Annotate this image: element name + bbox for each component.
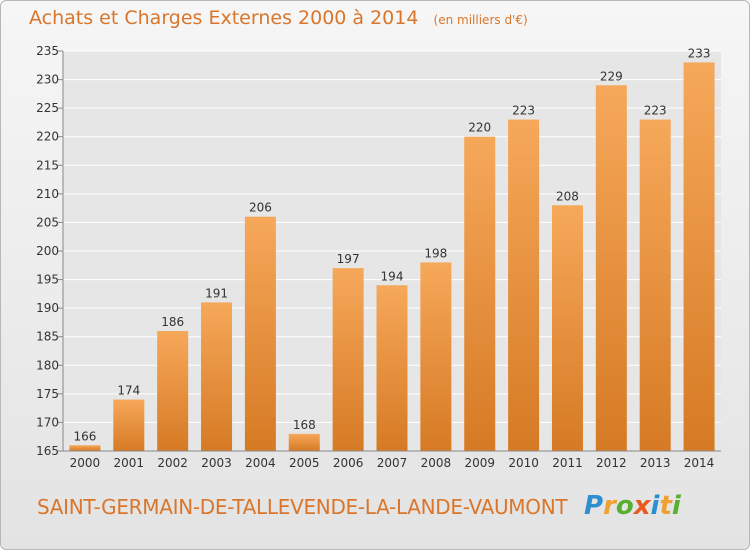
y-tick-label: 225 xyxy=(36,101,59,115)
logo-letter: P xyxy=(584,491,604,521)
y-tick-label: 215 xyxy=(36,158,59,172)
x-tick-label: 2000 xyxy=(70,456,101,470)
axes: 165 170 175 180 185 190 195 200 205 210 215 220 225 2… xyxy=(36,44,721,470)
data-label: 168 xyxy=(293,418,316,432)
bar xyxy=(288,433,320,451)
y-tick-label: 230 xyxy=(36,73,59,87)
x-tick-label: 2005 xyxy=(289,456,320,470)
x-tick-label: 2011 xyxy=(552,456,583,470)
y-tick-label: 190 xyxy=(36,301,59,315)
logo-letter: t xyxy=(659,491,672,521)
bar xyxy=(69,445,101,451)
data-label: 223 xyxy=(644,104,667,118)
data-label: 198 xyxy=(424,246,447,260)
x-tick-label: 2001 xyxy=(114,456,145,470)
data-label: 229 xyxy=(600,69,623,83)
x-tick-label: 2010 xyxy=(508,456,539,470)
logo-letter: i xyxy=(650,491,660,521)
data-label: 191 xyxy=(205,286,228,300)
logo-letter: x xyxy=(633,491,651,521)
x-tick-label: 2004 xyxy=(245,456,276,470)
bar xyxy=(420,262,452,451)
y-tick-label: 175 xyxy=(36,387,59,401)
logo-letter: r xyxy=(603,491,616,521)
data-label: 166 xyxy=(73,429,96,443)
footer: SAINT-GERMAIN-DE-TALLEVENDE-LA-LANDE-VAU… xyxy=(1,491,749,531)
bar xyxy=(244,216,276,451)
bar xyxy=(639,119,671,452)
x-tick-label: 2002 xyxy=(157,456,188,470)
x-tick-label: 2007 xyxy=(377,456,408,470)
bars: 166 174 186 191 206 168 197 194 198 220 223 208 229 2… xyxy=(69,46,715,452)
data-label: 206 xyxy=(249,201,272,215)
y-tick-label: 170 xyxy=(36,415,59,429)
proxiti-logo: Proxiti xyxy=(584,491,681,521)
logo-letter: o xyxy=(615,491,634,521)
y-tick-label: 210 xyxy=(36,187,59,201)
data-label: 233 xyxy=(688,46,711,60)
data-label: 194 xyxy=(381,269,404,283)
bar-chart: 166 174 186 191 206 168 197 194 198 220 223 208 229 2… xyxy=(36,44,721,470)
y-tick-label: 180 xyxy=(36,358,59,372)
y-tick-label: 200 xyxy=(36,244,59,258)
x-tick-label: 2003 xyxy=(201,456,232,470)
bar xyxy=(595,85,627,452)
x-tick-label: 2008 xyxy=(421,456,452,470)
data-label: 220 xyxy=(468,121,491,135)
data-label: 208 xyxy=(556,189,579,203)
x-tick-label: 2012 xyxy=(596,456,627,470)
x-tick-label: 2014 xyxy=(684,456,715,470)
y-tick-label: 220 xyxy=(36,130,59,144)
bar xyxy=(332,268,364,451)
bar xyxy=(113,399,145,451)
y-tick-label: 195 xyxy=(36,273,59,287)
commune-name: SAINT-GERMAIN-DE-TALLEVENDE-LA-LANDE-VAU… xyxy=(37,495,568,519)
bar xyxy=(464,136,496,451)
title-row: Achats et Charges Externes 2000 à 2014 (… xyxy=(29,7,528,29)
chart-title: Achats et Charges Externes 2000 à 2014 xyxy=(29,7,419,29)
data-label: 186 xyxy=(161,315,184,329)
bar xyxy=(201,302,233,451)
unit-note: (en milliers d'€) xyxy=(433,13,528,27)
bar xyxy=(683,62,715,452)
x-tick-label: 2009 xyxy=(464,456,495,470)
bar xyxy=(508,119,540,452)
bar xyxy=(376,285,408,451)
y-tick-label: 185 xyxy=(36,330,59,344)
bar xyxy=(551,205,583,451)
data-label: 223 xyxy=(512,104,535,118)
data-label: 174 xyxy=(117,384,140,398)
y-tick-label: 205 xyxy=(36,215,59,229)
logo-letter: i xyxy=(671,491,681,521)
x-tick-label: 2013 xyxy=(640,456,671,470)
y-tick-label: 165 xyxy=(36,444,59,458)
x-tick-label: 2006 xyxy=(333,456,364,470)
data-label: 197 xyxy=(337,252,360,266)
bar xyxy=(157,331,189,451)
y-tick-label: 235 xyxy=(36,44,59,58)
